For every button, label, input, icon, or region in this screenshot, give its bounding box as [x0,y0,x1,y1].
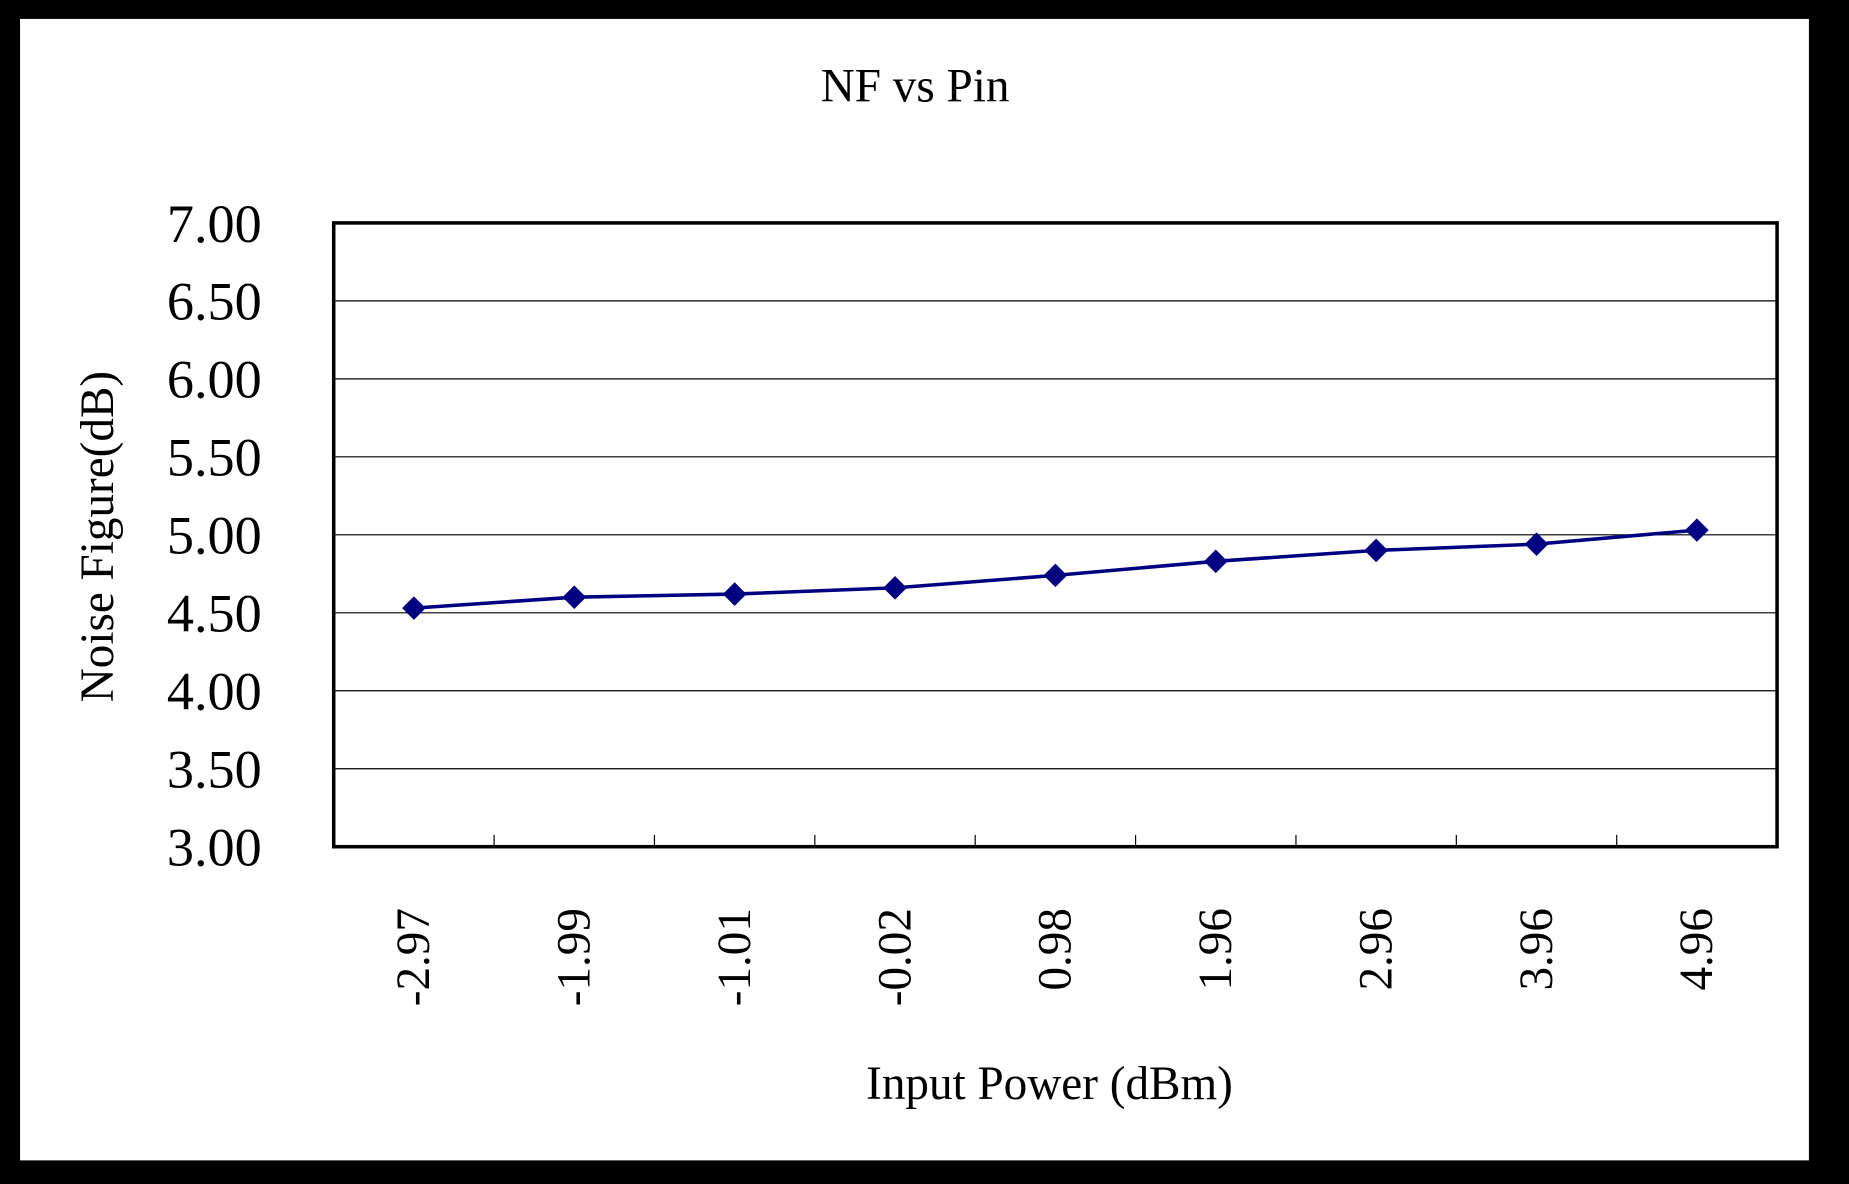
y-tick-label: 6.00 [167,350,262,410]
x-tick-label: 2.96 [1350,908,1402,991]
x-tick-label: 3.96 [1511,908,1563,991]
marker [562,585,587,609]
chart-background [20,18,1809,1161]
marker [722,582,747,606]
x-axis-label: Input Power (dBm) [866,1058,1233,1110]
marker [1685,518,1709,542]
y-tick-label: 5.50 [167,428,262,488]
marker [1203,549,1228,574]
plot-border [331,221,1779,849]
y-tick-label: 3.00 [167,818,262,878]
x-tick-label: 0.98 [1030,908,1082,991]
plot-area: 3.00 3.50 4.00 4.50 5.00 5.50 6.00 6.50 7.00 -2.9… [167,194,1779,1006]
marker [1524,532,1549,556]
y-tick-label: 7.00 [167,194,262,254]
chart-title: NF vs Pin [821,60,1010,112]
y-tick-label: 5.00 [167,506,262,566]
x-tick-label: 4.96 [1671,908,1723,991]
y-tick-label: 3.50 [167,740,262,800]
x-tick-label: -2.97 [388,908,440,1006]
x-tick-label: -0.02 [869,908,921,1006]
y-tick-label: 6.50 [167,272,262,332]
y-axis-label: Noise Figure(dB) [72,371,124,702]
x-tick-label: 1.96 [1190,908,1242,991]
y-tick-label: 4.50 [167,584,262,644]
x-tick-label: -1.01 [709,908,761,1006]
y-tick-label: 4.00 [167,662,262,722]
x-tick-label: -1.99 [549,908,601,1006]
marker [883,576,907,600]
